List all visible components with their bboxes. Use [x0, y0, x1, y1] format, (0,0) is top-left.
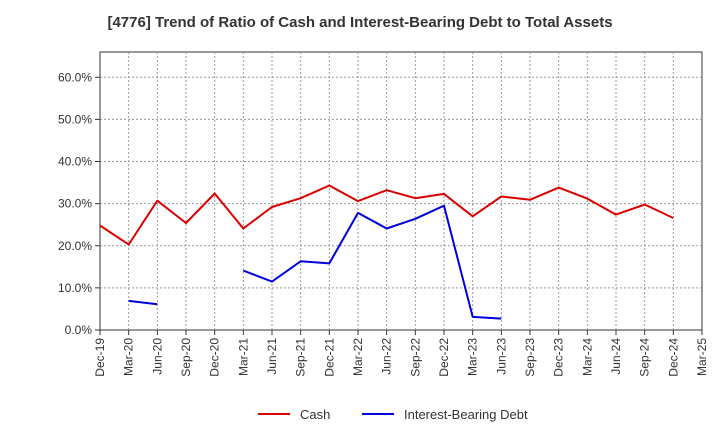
plot-area — [99, 51, 703, 331]
x-tick-label: Mar-21 — [236, 338, 250, 376]
x-tick-label: Mar-24 — [580, 338, 594, 376]
axes: Dec-19 Mar-20 Jun-20 Sep-20 Dec-20 Mar-21 Jun-… — [58, 70, 709, 376]
series-line-interest-bearing-debt — [128, 299, 158, 306]
y-tick-label: 60.0% — [58, 70, 92, 84]
series-line-interest-bearing-debt — [242, 204, 502, 320]
legend-label-cash: Cash — [300, 407, 330, 422]
x-tick-label: Sep-23 — [523, 338, 537, 377]
legend: Cash Interest-Bearing Debt — [258, 407, 528, 422]
x-tick-label: Jun-22 — [380, 338, 394, 375]
y-tick-label: 40.0% — [58, 155, 92, 169]
x-tick-label: Jun-23 — [494, 338, 508, 375]
x-tick-label: Jun-20 — [150, 338, 164, 375]
series-line-cash — [99, 184, 674, 246]
x-tick-label: Dec-23 — [552, 338, 566, 377]
x-tick-label: Dec-24 — [666, 338, 680, 377]
x-tick-label: Dec-20 — [208, 338, 222, 377]
y-tick-label: 50.0% — [58, 112, 92, 126]
x-tick-label: Mar-25 — [695, 338, 709, 376]
x-tick-label: Mar-23 — [466, 338, 480, 376]
x-tick-label: Sep-20 — [179, 338, 193, 377]
x-tick-label: Mar-22 — [351, 338, 365, 376]
x-tick-label: Sep-22 — [408, 338, 422, 377]
x-tick-label: Jun-24 — [609, 338, 623, 375]
x-tick-label: Dec-19 — [93, 338, 107, 377]
y-tick-label: 20.0% — [58, 239, 92, 253]
y-tick-label: 10.0% — [58, 281, 92, 295]
x-tick-label: Mar-20 — [122, 338, 136, 376]
x-tick-label: Jun-21 — [265, 338, 279, 375]
x-tick-label: Dec-21 — [322, 338, 336, 377]
chart-title: [4776] Trend of Ratio of Cash and Intere… — [107, 14, 613, 31]
x-tick-label: Sep-24 — [638, 338, 652, 377]
x-tick-label: Sep-21 — [294, 338, 308, 377]
y-tick-label: 0.0% — [65, 323, 93, 337]
x-tick-label: Dec-22 — [437, 338, 451, 377]
grid — [100, 52, 702, 330]
series-layer — [99, 184, 674, 320]
y-tick-label: 30.0% — [58, 197, 92, 211]
legend-label-interest-bearing-debt: Interest-Bearing Debt — [404, 407, 528, 422]
